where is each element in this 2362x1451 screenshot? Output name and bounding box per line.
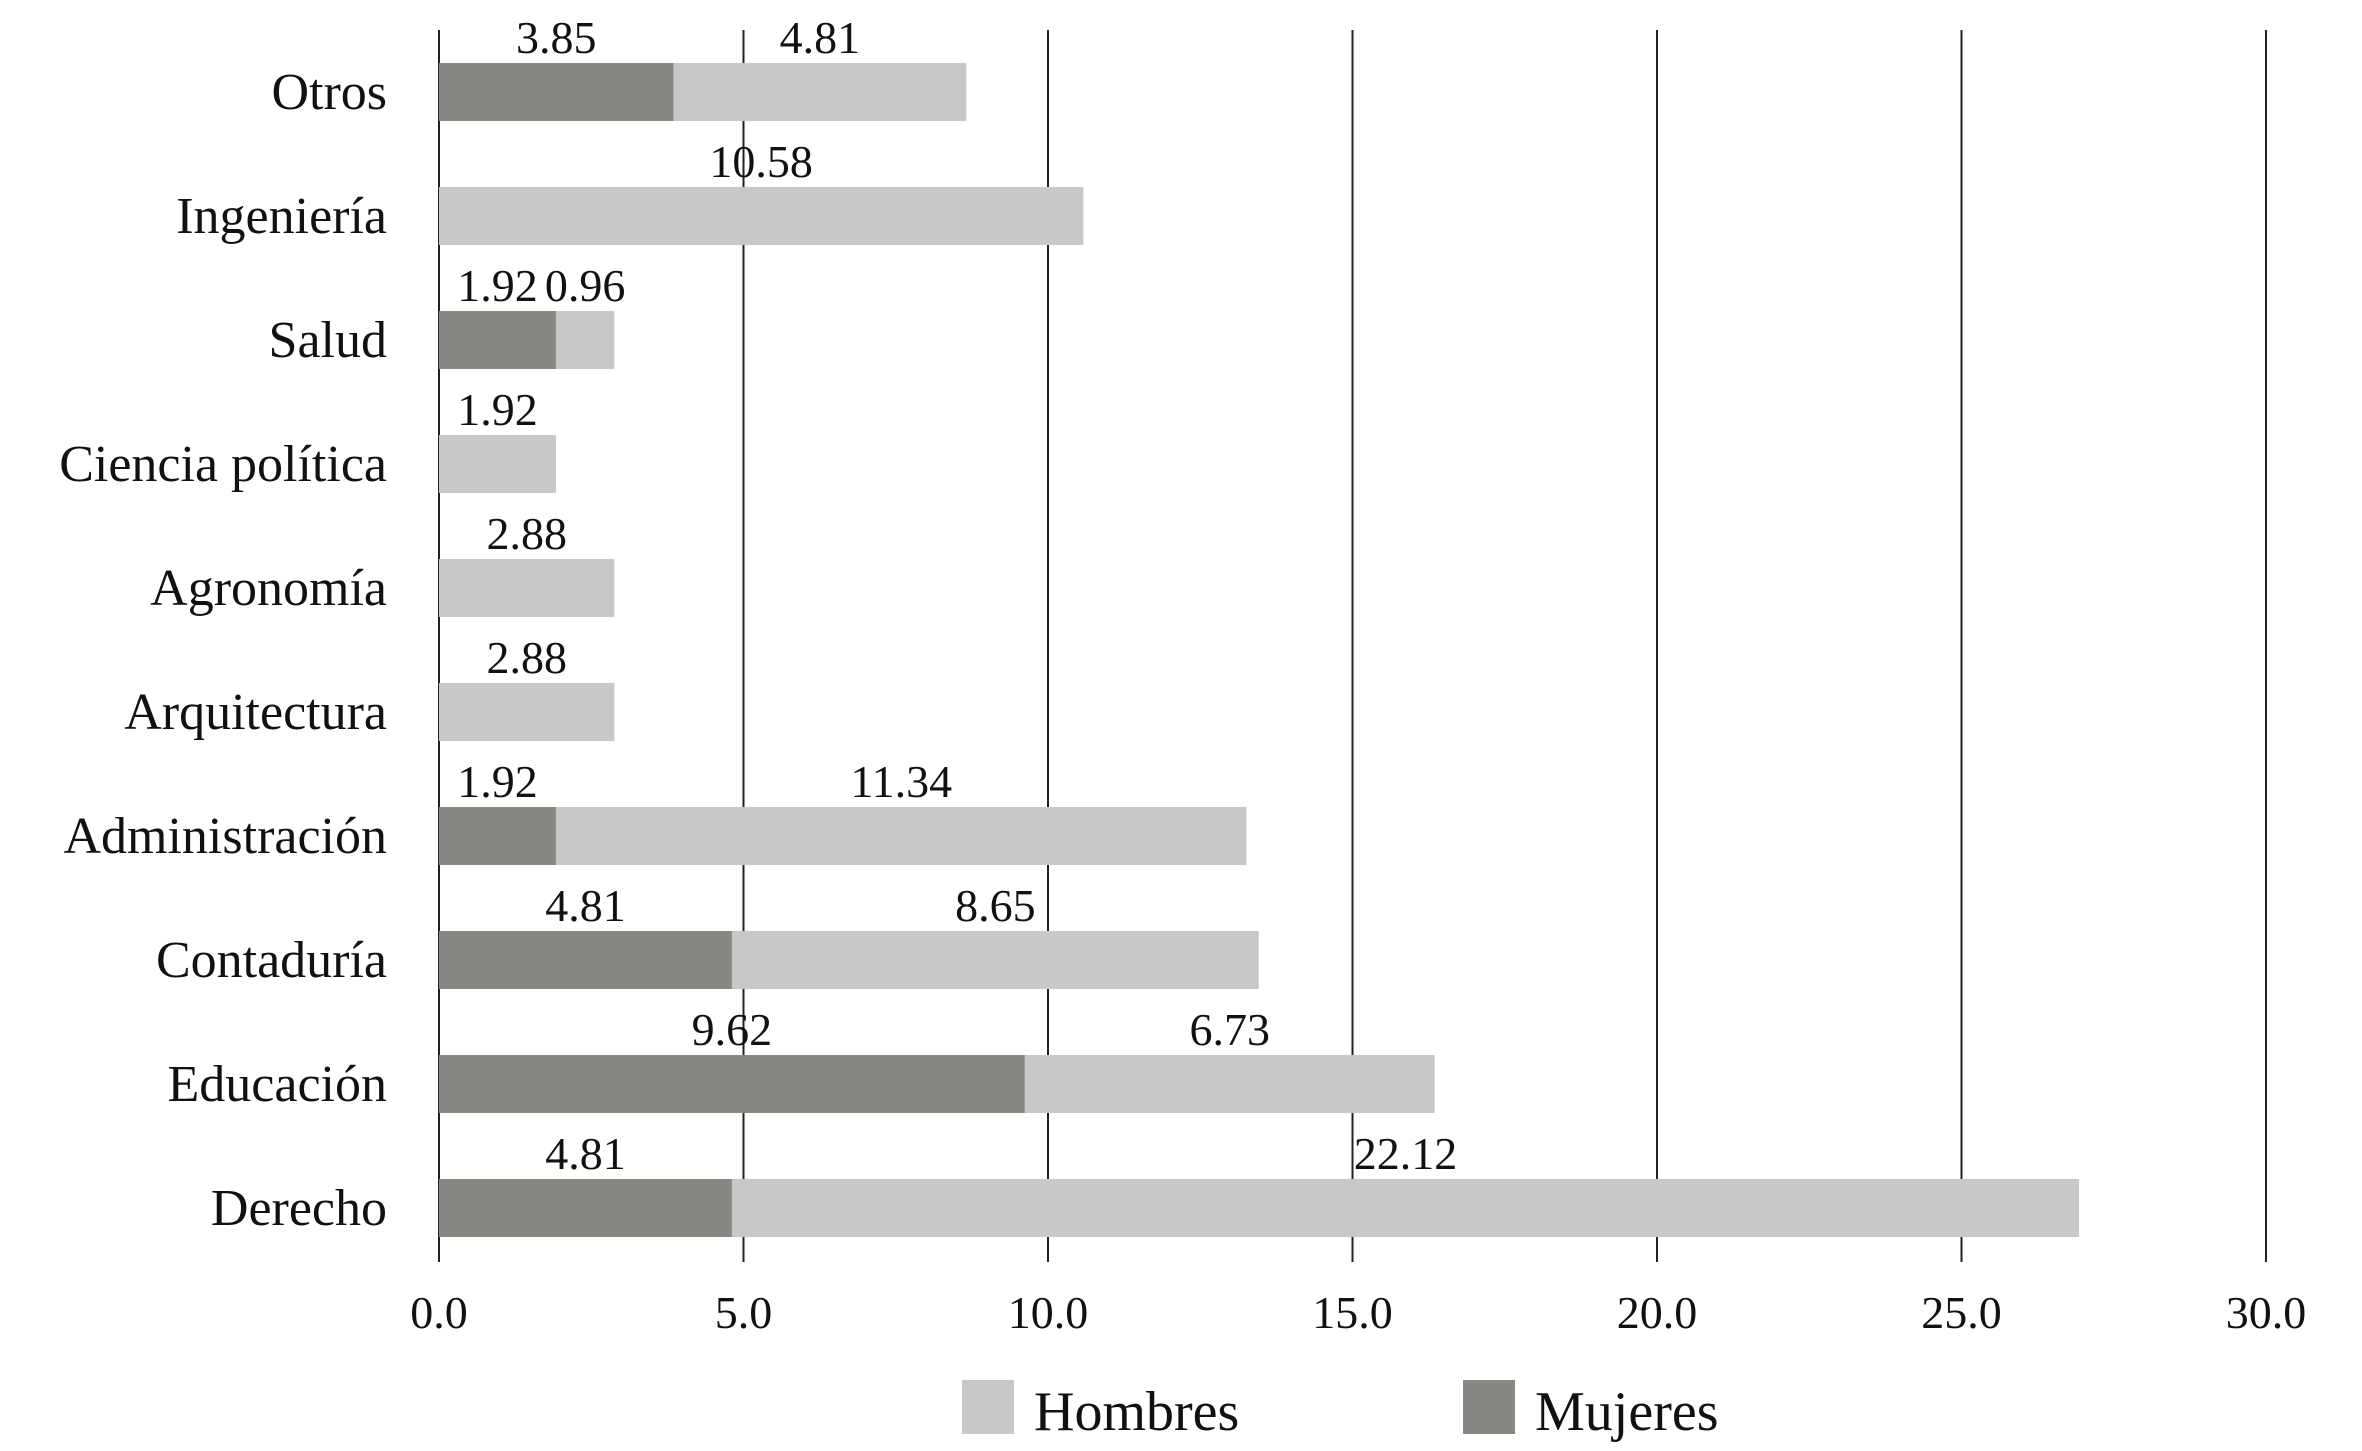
x-tick-label: 20.0 — [1617, 1287, 1698, 1338]
x-tick-label: 30.0 — [2226, 1287, 2307, 1338]
bar-hombres — [731, 931, 1259, 989]
bar-mujeres — [439, 1179, 732, 1237]
bars — [439, 63, 2080, 1237]
category-label: Educación — [168, 1056, 387, 1113]
bar-hombres — [439, 435, 556, 493]
bar-hombres — [439, 683, 615, 741]
value-label: 10.58 — [709, 136, 813, 187]
value-label: 3.85 — [516, 12, 597, 63]
x-tick-label: 0.0 — [410, 1287, 468, 1338]
category-label: Arquitectura — [124, 684, 387, 741]
bar-mujeres — [439, 311, 556, 369]
value-label: 4.81 — [780, 12, 861, 63]
bar-mujeres — [439, 1055, 1025, 1113]
category-label: Salud — [269, 312, 387, 369]
legend-label-hombres: Hombres — [1034, 1381, 1239, 1443]
value-label: 4.81 — [545, 880, 626, 931]
bar-hombres — [555, 311, 615, 369]
x-tick-label: 5.0 — [715, 1287, 773, 1338]
x-tick-label: 25.0 — [1921, 1287, 2002, 1338]
legend-label-mujeres: Mujeres — [1535, 1381, 1719, 1443]
value-label: 6.73 — [1190, 1004, 1271, 1055]
bar-hombres — [731, 1179, 2080, 1237]
value-label: 1.92 — [457, 756, 538, 807]
value-label: 1.92 — [457, 260, 538, 311]
bar-hombres — [555, 807, 1247, 865]
legend: Hombres Mujeres — [962, 1380, 1719, 1443]
category-labels: Otros Ingeniería Salud Ciencia política Agro… — [59, 64, 387, 1237]
x-tick-label: 15.0 — [1312, 1287, 1393, 1338]
legend-swatch-mujeres — [1463, 1380, 1515, 1434]
value-label: 8.65 — [955, 880, 1036, 931]
value-label: 0.96 — [545, 260, 626, 311]
bar-hombres — [1024, 1055, 1435, 1113]
value-label: 22.12 — [1354, 1128, 1458, 1179]
bar-mujeres — [439, 807, 556, 865]
bar-hombres — [673, 63, 967, 121]
bar-mujeres — [439, 63, 674, 121]
value-label: 11.34 — [850, 756, 952, 807]
category-label: Administración — [63, 808, 387, 865]
value-label: 4.81 — [545, 1128, 626, 1179]
value-label: 2.88 — [486, 632, 567, 683]
category-label: Derecho — [211, 1180, 387, 1237]
value-label: 1.92 — [457, 384, 538, 435]
category-label: Ingeniería — [176, 188, 387, 245]
category-label: Agronomía — [150, 560, 387, 617]
x-tick-labels: 0.0 5.0 10.0 15.0 20.0 25.0 30.0 — [410, 1287, 2306, 1338]
category-label: Contaduría — [156, 932, 387, 989]
value-label: 9.62 — [692, 1004, 773, 1055]
category-label: Otros — [271, 64, 387, 121]
x-tick-label: 10.0 — [1008, 1287, 1089, 1338]
bar-mujeres — [439, 931, 732, 989]
value-label: 2.88 — [486, 508, 567, 559]
bar-hombres — [439, 559, 615, 617]
bar-hombres — [439, 187, 1084, 245]
category-label: Ciencia política — [59, 436, 387, 493]
legend-swatch-hombres — [962, 1380, 1014, 1434]
